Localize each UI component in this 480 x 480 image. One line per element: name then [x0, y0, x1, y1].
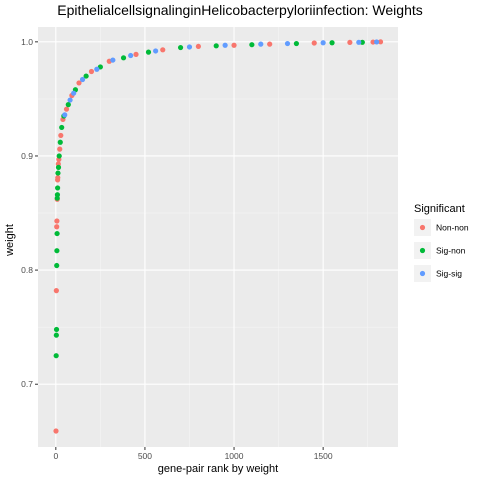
data-point-non-non	[88, 68, 95, 75]
data-point-sig-non	[56, 153, 62, 159]
data-point-sig-non	[293, 40, 300, 47]
x-tick-label: 500	[138, 451, 152, 461]
legend-swatch-sig-non	[419, 247, 426, 254]
data-point-non-non	[54, 224, 60, 230]
data-point-sig-sig	[79, 76, 86, 83]
y-tick-label: 0.9	[21, 151, 33, 161]
legend: Significant Non-non Sig-non Sig-sig	[414, 203, 469, 282]
data-point-sig-non	[53, 326, 60, 333]
data-point-sig-sig	[222, 42, 228, 48]
data-point-sig-sig	[71, 90, 77, 96]
data-point-non-non	[53, 288, 59, 294]
y-tick-label: 1.0	[21, 37, 33, 47]
data-point-non-non	[57, 146, 63, 152]
axes: 0 500 1000 1500 0.7 0.8 0.9 1.0	[21, 37, 333, 461]
data-point-sig-sig	[374, 39, 380, 45]
data-point-sig-non	[59, 124, 65, 131]
grid	[38, 27, 398, 447]
data-point-non-non	[160, 47, 166, 53]
legend-label-non-non: Non-non	[436, 223, 469, 233]
y-tick-label: 0.7	[21, 379, 33, 389]
legend-title: Significant	[414, 203, 465, 215]
data-point-sig-sig	[186, 44, 193, 50]
data-point-sig-sig	[320, 40, 326, 46]
data-point-sig-sig	[356, 39, 362, 45]
legend-swatch-sig-sig	[419, 270, 426, 277]
data-point-sig-non	[55, 185, 61, 191]
data-point-sig-sig	[62, 112, 68, 118]
data-point-non-non	[63, 106, 70, 112]
data-points	[53, 39, 384, 434]
data-point-sig-sig	[128, 52, 134, 59]
data-point-non-non	[377, 39, 384, 45]
x-tick-label: 1000	[225, 451, 244, 461]
legend-label-sig-sig: Sig-sig	[436, 269, 462, 279]
x-tick-label: 0	[53, 451, 58, 461]
data-point-sig-non	[177, 44, 184, 51]
data-point-sig-non	[213, 43, 219, 49]
data-point-sig-non	[83, 73, 89, 79]
data-point-sig-non	[249, 42, 255, 48]
legend-label-sig-non: Sig-non	[436, 246, 466, 256]
data-point-sig-non	[55, 164, 62, 170]
chart-title: EpithelialcellsignalinginHelicobacterpyl…	[57, 2, 423, 18]
data-point-non-non	[231, 42, 237, 48]
data-point-sig-sig	[153, 48, 159, 54]
data-point-sig-non	[53, 353, 59, 359]
plot-panel	[38, 27, 398, 447]
legend-swatch-non-non	[419, 224, 426, 231]
data-point-sig-sig	[94, 66, 100, 72]
data-point-sig-non	[57, 139, 63, 145]
y-tick-label: 0.8	[21, 265, 33, 275]
data-point-non-non	[195, 43, 201, 50]
x-tick-label: 1500	[314, 451, 333, 461]
data-point-non-non	[133, 51, 139, 57]
data-point-sig-non	[54, 230, 60, 237]
data-point-sig-non	[120, 55, 127, 61]
data-point-non-non	[58, 132, 64, 139]
data-point-sig-non	[359, 39, 365, 45]
data-point-sig-non	[54, 192, 61, 198]
data-point-sig-non	[65, 102, 71, 108]
x-axis-title: gene-pair rank by weight	[158, 463, 278, 475]
data-point-sig-sig	[284, 40, 291, 47]
data-point-non-non	[347, 39, 353, 46]
data-point-non-non	[54, 218, 60, 224]
data-point-sig-sig	[67, 97, 73, 103]
data-point-sig-non	[55, 170, 61, 176]
data-point-non-non	[53, 428, 59, 434]
data-point-sig-non	[145, 49, 152, 55]
y-axis-title: weight	[4, 224, 16, 257]
data-point-non-non	[311, 40, 317, 46]
data-point-non-non	[267, 41, 273, 47]
data-point-sig-sig	[110, 57, 116, 63]
data-point-non-non	[76, 80, 82, 86]
data-point-non-non	[55, 175, 61, 181]
data-point-sig-sig	[258, 41, 264, 47]
data-point-sig-non	[54, 248, 60, 254]
data-point-sig-non	[53, 332, 59, 338]
data-point-sig-non	[54, 262, 60, 269]
data-point-sig-non	[329, 40, 335, 46]
